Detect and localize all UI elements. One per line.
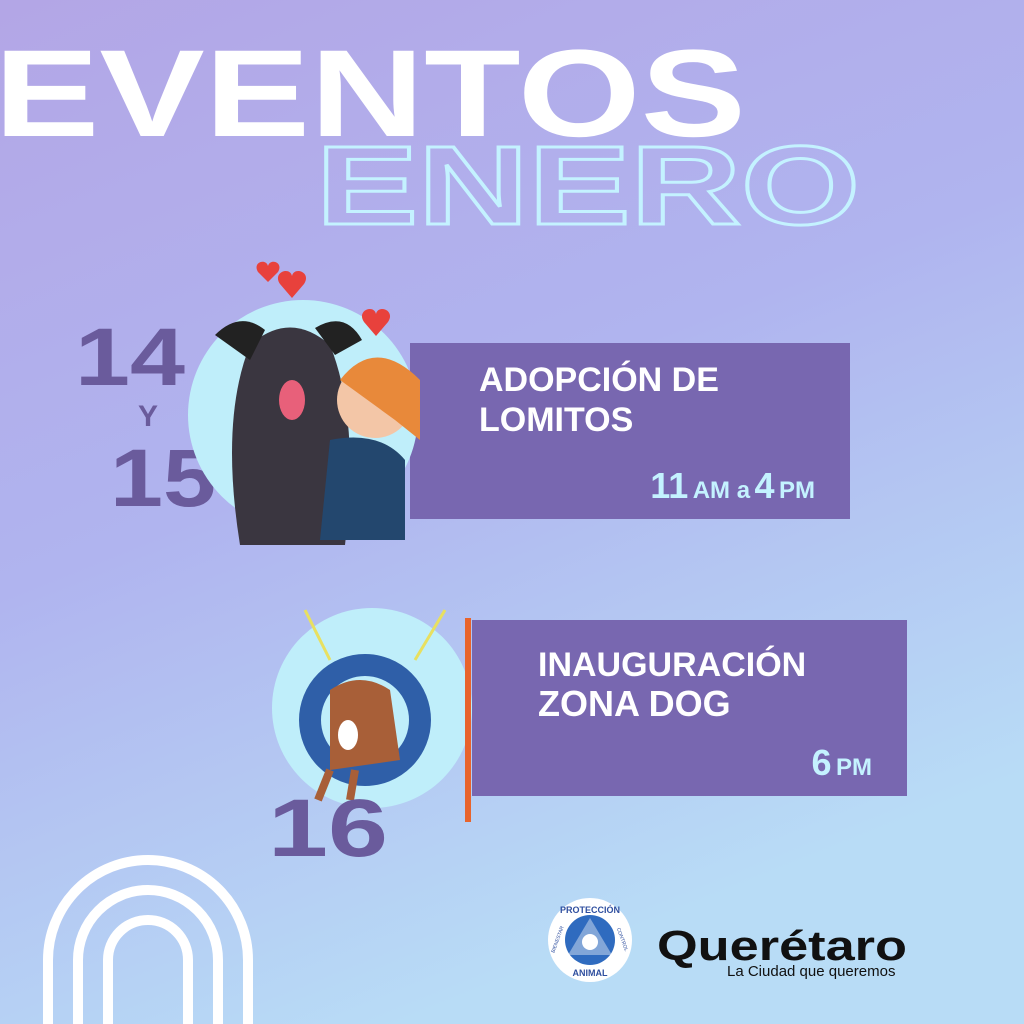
event-title: ADOPCIÓN DE xyxy=(479,361,719,399)
brand-name: Querétaro xyxy=(657,922,907,969)
event-box xyxy=(410,343,850,519)
event-title: INAUGURACIÓN xyxy=(538,646,806,684)
event-title: LOMITOS xyxy=(479,401,633,439)
time-part: AM a xyxy=(693,477,751,504)
event-box xyxy=(472,620,907,796)
event-time: 11 AM a 4 PM xyxy=(650,465,815,506)
date-conjunction: Y xyxy=(138,400,158,433)
illustration-dog xyxy=(272,608,472,822)
title: EVENTOS xyxy=(0,25,746,163)
date: 14 xyxy=(75,312,185,403)
time-part: 11 xyxy=(650,465,688,506)
decor-arches xyxy=(43,855,253,1024)
event-title: ZONA DOG xyxy=(538,683,731,724)
illustration-adoption xyxy=(188,261,420,545)
badge-logo: PROTECCIÓN ANIMAL BIENESTAR CONTROL xyxy=(548,898,632,982)
time-part: PM xyxy=(779,477,815,504)
date: 16 xyxy=(268,783,388,874)
brand-tagline: La Ciudad que queremos xyxy=(727,963,895,980)
event-time: 6 PM xyxy=(812,742,872,783)
time-part: 6 xyxy=(812,742,832,783)
time-part: 4 xyxy=(755,465,775,506)
badge-text: PROTECCIÓN xyxy=(560,904,620,915)
time-part: PM xyxy=(836,754,872,781)
badge-text: ANIMAL xyxy=(573,968,608,978)
subtitle: ENERO xyxy=(316,123,860,248)
